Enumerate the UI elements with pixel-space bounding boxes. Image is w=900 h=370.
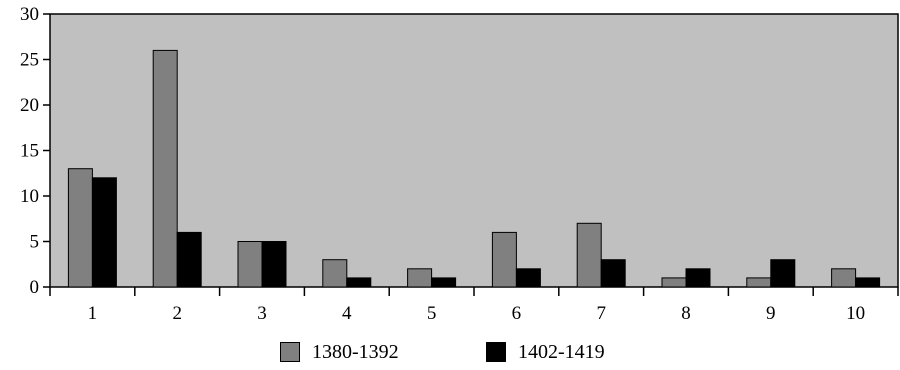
y-tick-label-15: 15 (20, 141, 39, 162)
bar-series-1-cat-1 (67, 168, 93, 288)
bar-series-1-cat-7 (576, 222, 602, 288)
legend-swatch-series-1 (280, 342, 300, 362)
x-tick-label-4: 4 (342, 303, 352, 324)
bar-series-2-cat-9 (770, 259, 796, 288)
x-tick-label-7: 7 (596, 303, 606, 324)
bar-series-1-cat-10 (831, 268, 857, 288)
bar-series-1-cat-9 (746, 277, 772, 288)
x-tick-label-5: 5 (427, 303, 437, 324)
x-tick-label-3: 3 (257, 303, 267, 324)
bar-series-2-cat-1 (91, 177, 117, 288)
x-tick-label-1: 1 (88, 303, 98, 324)
legend-label-series-1: 1380-1392 (312, 341, 399, 363)
bar-series-2-cat-10 (855, 277, 881, 288)
bar-series-2-cat-7 (600, 259, 626, 288)
bar-series-2-cat-8 (685, 268, 711, 288)
legend: 1380-1392 1402-1419 (0, 340, 900, 368)
y-axis: 0 5 10 15 20 25 30 (20, 4, 50, 298)
x-tick-label-9: 9 (766, 303, 776, 324)
x-axis: 1 2 3 4 5 6 7 8 9 10 (49, 287, 899, 324)
x-tick-label-2: 2 (172, 303, 182, 324)
bar-series-2-cat-4 (346, 277, 372, 288)
y-tick-label-25: 25 (20, 50, 39, 71)
bar-series-2-cat-5 (431, 277, 457, 288)
x-tick-label-8: 8 (681, 303, 691, 324)
y-tick-label-10: 10 (20, 186, 39, 207)
y-tick-label-30: 30 (20, 4, 39, 25)
bar-series-1-cat-2 (152, 49, 178, 288)
legend-item-series-2: 1402-1419 (486, 340, 605, 364)
bar-chart: 0 5 10 15 20 25 30 1 2 3 4 5 6 7 8 9 10 (20, 4, 899, 324)
x-tick-label-10: 10 (846, 303, 865, 324)
bar-series-1-cat-8 (661, 277, 687, 288)
bar-series-1-cat-3 (237, 241, 263, 288)
y-tick-label-0: 0 (30, 277, 40, 298)
y-tick-label-5: 5 (30, 232, 40, 253)
legend-item-series-1: 1380-1392 (280, 340, 399, 364)
legend-swatch-series-2 (486, 342, 506, 362)
bar-series-1-cat-6 (491, 231, 517, 288)
bar-series-1-cat-5 (407, 268, 433, 288)
bar-series-2-cat-6 (515, 268, 541, 288)
bar-series-1-cat-4 (322, 259, 348, 288)
legend-label-series-2: 1402-1419 (518, 341, 605, 363)
bar-series-2-cat-3 (261, 241, 287, 288)
bars-group (67, 49, 881, 288)
x-tick-label-6: 6 (512, 303, 522, 324)
bar-series-2-cat-2 (176, 231, 202, 288)
y-tick-label-20: 20 (20, 95, 39, 116)
